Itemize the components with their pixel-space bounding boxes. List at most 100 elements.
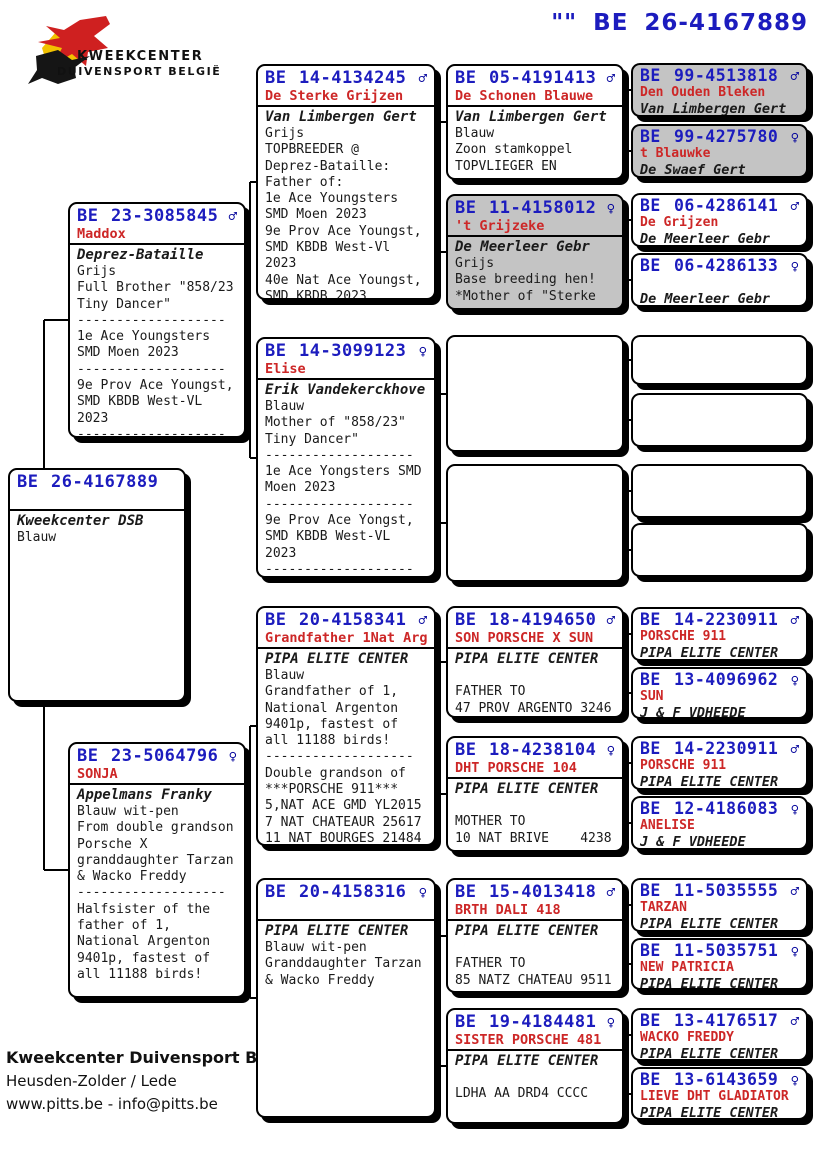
box-gen5-11: BE 14-2230911 ♂ PORSCHE 911 PIPA ELITE C… xyxy=(631,736,808,790)
country-code: BE xyxy=(640,739,661,758)
ring-number: 14-3099123 xyxy=(299,341,407,361)
ring-header: BE 23-5064796 ♀ xyxy=(77,746,237,767)
owner-name: Erik Vandekerckhove xyxy=(265,382,426,398)
pigeon-notes: Blauw Zoon stamkoppel TOPVLIEGER EN xyxy=(455,126,573,174)
male-icon: ♂ xyxy=(790,199,799,215)
ring-number: 06-4286133 xyxy=(674,256,779,275)
pigeon-name xyxy=(265,903,427,919)
box-gen5-6-empty xyxy=(631,393,808,447)
country-code: BE xyxy=(640,610,661,629)
box-sire: BE 23-3085845 ♂ Maddox Deprez-Bataille G… xyxy=(68,202,246,438)
box-gen4-1: BE 05-4191413 ♂ De Schonen Blauwe Van Li… xyxy=(446,64,624,180)
pigeon-notes: Blauw wit-pen Granddaughter Tarzan & Wac… xyxy=(265,940,422,988)
pigeon-name: Grandfather 1Nat Arg xyxy=(265,630,428,646)
ring-number: 20-4158316 xyxy=(299,882,407,902)
ring-header: BE 20-4158341 ♂ xyxy=(265,610,427,631)
pigeon-name: De Schonen Blauwe xyxy=(455,88,594,104)
country-code: BE xyxy=(77,746,99,766)
pigeon-notes: Blauw Grandfather of 1, National Argento… xyxy=(265,668,422,846)
owner-name: PIPA ELITE CENTER xyxy=(640,916,779,932)
box-gen5-16: BE 13-6143659 ♀ LIEVE DHT GLADIATOR PIPA… xyxy=(631,1067,808,1120)
country-code: BE xyxy=(265,68,287,88)
divider-line xyxy=(10,509,184,511)
country-code: BE xyxy=(640,799,661,818)
pigeon-name: DHT PORSCHE 104 xyxy=(455,760,577,776)
male-icon: ♂ xyxy=(606,613,615,629)
country-code: BE xyxy=(455,198,477,218)
country-code: BE xyxy=(455,610,477,630)
ring-number: 06-4286141 xyxy=(674,196,779,215)
ring-number: 11-5035751 xyxy=(674,941,779,960)
female-icon: ♀ xyxy=(790,1073,799,1089)
pigeon-name: BRTH DALI 418 xyxy=(455,902,561,918)
pigeon-name: 't Grijzeke xyxy=(455,218,545,234)
footer-org-name: Kweekcenter Duivensport België xyxy=(6,1048,302,1067)
divider-line xyxy=(448,647,622,649)
divider-line xyxy=(258,105,434,107)
box-dam: BE 23-5064796 ♀ SONJA Appelmans Franky B… xyxy=(68,742,246,998)
ring-header: BE 11-5035751 ♀ xyxy=(640,942,799,961)
box-gen5-9: BE 14-2230911 ♂ PORSCHE 911 PIPA ELITE C… xyxy=(631,607,808,661)
ring-number: 15-4013418 xyxy=(489,882,597,902)
country-code: BE xyxy=(455,1012,477,1032)
box-gen5-1: BE 99-4513818 ♂ Den Ouden Bleken Van Lim… xyxy=(631,63,808,117)
country-code: BE xyxy=(640,196,661,215)
country-code: BE xyxy=(455,882,477,902)
box-gen5-12: BE 12-4186083 ♀ ANELISE J & F VDHEEDE xyxy=(631,796,808,850)
pigeon-name: t Blauwke xyxy=(640,146,711,161)
country-code: BE xyxy=(265,341,287,361)
pigeon-name: Maddox xyxy=(77,226,126,242)
owner-name: PIPA ELITE CENTER xyxy=(640,774,779,790)
ring-header: BE 14-3099123 ♀ xyxy=(265,341,427,362)
box-gen5-8-empty xyxy=(631,523,808,577)
box-dam-dam: BE 20-4158316 ♀ PIPA ELITE CENTER Blauw … xyxy=(256,878,436,1118)
footer-website-email: www.pitts.be - info@pitts.be xyxy=(6,1095,218,1113)
ring-number: 26-4167889 xyxy=(51,472,159,492)
pigeon-name: WACKO FREDDY xyxy=(640,1030,734,1045)
ring-header: BE 14-4134245 ♂ xyxy=(265,68,427,89)
ring-number: 14-2230911 xyxy=(674,739,779,758)
female-icon: ♀ xyxy=(790,673,799,689)
country-code: BE xyxy=(640,127,661,146)
ring-number: 23-5064796 xyxy=(111,746,219,766)
pigeon-name: PORSCHE 911 xyxy=(640,629,727,644)
divider-line xyxy=(70,783,244,785)
ring-number: 11-5035555 xyxy=(674,881,779,900)
country-code: BE xyxy=(640,256,661,275)
pigeon-notes: FATHER TO 85 NATZ CHATEAU 9511 xyxy=(455,956,612,988)
owner-name: De Meerleer Gebr xyxy=(455,239,590,255)
box-gen5-4: BE 06-4286133 ♀ De Meerleer Gebr xyxy=(631,253,808,307)
male-icon: ♂ xyxy=(418,71,427,87)
pigeon-name: SUN xyxy=(640,689,664,704)
box-gen5-2: BE 99-4275780 ♀ t Blauwke De Swaef Gert xyxy=(631,124,808,178)
ring-header: BE 06-4286133 ♀ xyxy=(640,257,799,276)
owner-name: PIPA ELITE CENTER xyxy=(640,976,779,990)
box-gen5-13: BE 11-5035555 ♂ TARZAN PIPA ELITE CENTER xyxy=(631,878,808,932)
owner-name: De Meerleer Gebr xyxy=(640,291,771,307)
owner-name: J & F VDHEEDE xyxy=(640,705,746,719)
divider-line xyxy=(448,777,622,779)
owner-name: Appelmans Franky xyxy=(77,787,212,803)
title-ring-number: 26-4167889 xyxy=(644,10,808,36)
ring-header: BE 18-4238104 ♀ xyxy=(455,740,615,761)
ring-number: 14-4134245 xyxy=(299,68,407,88)
pigeon-name: De Sterke Grijzen xyxy=(265,88,404,104)
pigeon-name: SISTER PORSCHE 481 xyxy=(455,1032,602,1048)
ring-number: 20-4158341 xyxy=(299,610,407,630)
box-gen4-8: BE 19-4184481 ♀ SISTER PORSCHE 481 PIPA … xyxy=(446,1008,624,1124)
box-dam-sire: BE 20-4158341 ♂ Grandfather 1Nat Arg PIP… xyxy=(256,606,436,846)
female-icon: ♀ xyxy=(790,259,799,275)
country-code: BE xyxy=(640,881,661,900)
ring-header: BE 15-4013418 ♂ xyxy=(455,882,615,903)
pigeon-notes: Blauw wit-pen From double grandson Porsc… xyxy=(77,804,234,982)
ring-number: 11-4158012 xyxy=(489,198,597,218)
title-country: BE xyxy=(593,10,629,36)
male-icon: ♂ xyxy=(228,209,237,225)
ring-number: 23-3085845 xyxy=(111,206,219,226)
pigeon-name: TARZAN xyxy=(640,900,687,915)
box-sire-sire: BE 14-4134245 ♂ De Sterke Grijzen Van Li… xyxy=(256,64,436,300)
box-gen5-15: BE 13-4176517 ♂ WACKO FREDDY PIPA ELITE … xyxy=(631,1008,808,1061)
box-gen5-3: BE 06-4286141 ♂ De Grijzen De Meerleer G… xyxy=(631,193,808,247)
pigeon-notes: Blauw xyxy=(17,530,57,545)
ring-number: 13-4096962 xyxy=(674,670,779,689)
